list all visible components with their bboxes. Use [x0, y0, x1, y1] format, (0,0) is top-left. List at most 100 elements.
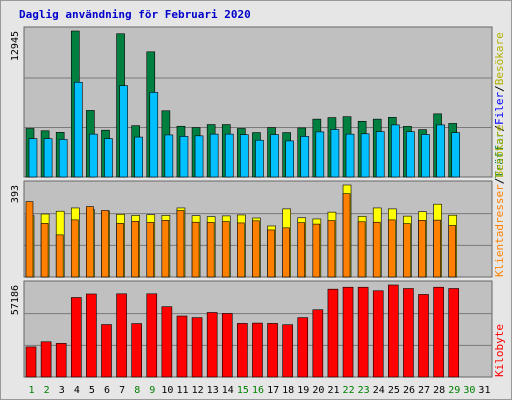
bar-kilobyte-27	[418, 294, 429, 378]
bar-klientadresser-15	[237, 222, 245, 278]
y-max-label-bottom: 57186	[10, 285, 21, 315]
bar-klientadresser-4	[70, 219, 79, 278]
bar-kilobyte-6	[101, 324, 112, 378]
right-label-top: Träffar/Filer/Besökare	[493, 32, 506, 178]
bar-kilobyte-16	[252, 322, 263, 378]
bar-klientadresser-6	[101, 210, 109, 278]
bar-filer-19	[300, 136, 310, 178]
day-label-23: 23	[358, 385, 370, 396]
bar-filer-11	[179, 136, 189, 178]
bar-filer-24	[375, 131, 385, 178]
right-label-middle-part-0: Klientadresser	[493, 184, 506, 277]
right-label-middle-part-2: Besökare	[493, 125, 506, 178]
day-label-8: 8	[134, 385, 140, 396]
bar-kilobyte-3	[55, 343, 67, 378]
right-label-top-part-1: /	[493, 125, 506, 132]
day-label-26: 26	[403, 385, 415, 396]
day-label-15: 15	[237, 385, 249, 396]
day-label-30: 30	[463, 385, 475, 396]
right-label-top-part-0: Träffar	[493, 131, 506, 178]
right-label-bottom-part-0: Kilobyte	[493, 324, 506, 377]
bar-klientadresser-5	[86, 206, 94, 278]
bar-kilobyte-9	[146, 293, 158, 378]
bar-kilobyte-5	[86, 293, 97, 378]
bar-klientadresser-24	[372, 221, 381, 278]
bar-kilobyte-10	[161, 306, 173, 378]
bar-klientadresser-28	[433, 219, 441, 278]
bar-kilobyte-25	[388, 284, 399, 378]
day-label-14: 14	[222, 385, 234, 396]
bar-kilobyte-29	[448, 288, 460, 378]
bar-kilobyte-13	[206, 312, 218, 378]
bar-kilobyte-15	[237, 323, 248, 378]
right-label-top-part-3: /	[493, 85, 506, 92]
bar-klientadresser-26	[403, 223, 411, 278]
bar-klientadresser-16	[252, 220, 260, 278]
bar-klientadresser-8	[131, 220, 139, 278]
day-label-28: 28	[433, 385, 445, 396]
day-label-12: 12	[192, 385, 204, 396]
bar-klientadresser-29	[448, 225, 457, 278]
bar-klientadresser-11	[176, 210, 185, 278]
bar-kilobyte-23	[357, 286, 369, 378]
bar-kilobyte-2	[40, 341, 52, 378]
bar-filer-4	[73, 81, 83, 178]
day-label-1: 1	[29, 385, 35, 396]
y-max-label-top: 12945	[10, 31, 21, 61]
day-label-9: 9	[149, 385, 155, 396]
bar-kilobyte-11	[176, 315, 188, 378]
bar-klientadresser-25	[388, 219, 396, 278]
bar-filer-17	[270, 134, 279, 178]
right-label-top-part-2: Filer	[493, 92, 506, 125]
bar-klientadresser-13	[206, 222, 215, 278]
bar-filer-15	[240, 134, 249, 178]
day-label-16: 16	[252, 385, 264, 396]
day-label-25: 25	[388, 385, 400, 396]
bar-filer-10	[164, 134, 174, 178]
bar-klientadresser-7	[116, 223, 124, 278]
bar-filer-18	[285, 140, 294, 178]
day-label-20: 20	[312, 385, 324, 396]
day-label-19: 19	[297, 385, 309, 396]
bar-klientadresser-21	[327, 220, 336, 278]
bar-filer-5	[89, 133, 98, 178]
day-label-13: 13	[207, 385, 219, 396]
bar-klientadresser-23	[357, 221, 366, 278]
bar-kilobyte-24	[372, 290, 384, 378]
day-label-18: 18	[282, 385, 294, 396]
bar-kilobyte-20	[312, 309, 324, 378]
bar-kilobyte-26	[403, 288, 414, 378]
bar-klientadresser-22	[342, 193, 351, 278]
bar-filer-2	[43, 138, 53, 178]
bar-klientadresser-9	[146, 222, 155, 278]
bar-filer-21	[330, 129, 340, 178]
bar-kilobyte-14	[221, 313, 233, 378]
bar-klientadresser-3	[55, 234, 64, 278]
day-label-6: 6	[104, 385, 110, 396]
bar-klientadresser-1	[25, 201, 34, 278]
bar-klientadresser-14	[221, 221, 230, 278]
bar-filer-16	[255, 139, 264, 178]
day-label-17: 17	[267, 385, 279, 396]
bar-klientadresser-12	[191, 221, 200, 278]
bar-filer-1	[28, 138, 38, 178]
day-label-31: 31	[478, 385, 490, 396]
bar-filer-29	[451, 132, 461, 178]
bar-kilobyte-12	[191, 317, 203, 378]
bar-filer-6	[104, 138, 113, 178]
right-label-top-part-4: Besökare	[493, 32, 506, 85]
bar-klientadresser-2	[40, 223, 49, 278]
bar-filer-8	[134, 136, 143, 178]
day-label-29: 29	[448, 385, 460, 396]
bar-filer-14	[224, 133, 234, 178]
day-label-27: 27	[418, 385, 430, 396]
bar-kilobyte-7	[116, 293, 127, 378]
day-label-5: 5	[89, 385, 95, 396]
bar-klientadresser-18	[282, 227, 290, 278]
bar-filer-7	[119, 85, 128, 178]
day-label-21: 21	[327, 385, 339, 396]
bar-filer-23	[360, 133, 370, 178]
bar-kilobyte-21	[327, 288, 339, 378]
bar-klientadresser-10	[161, 220, 170, 278]
